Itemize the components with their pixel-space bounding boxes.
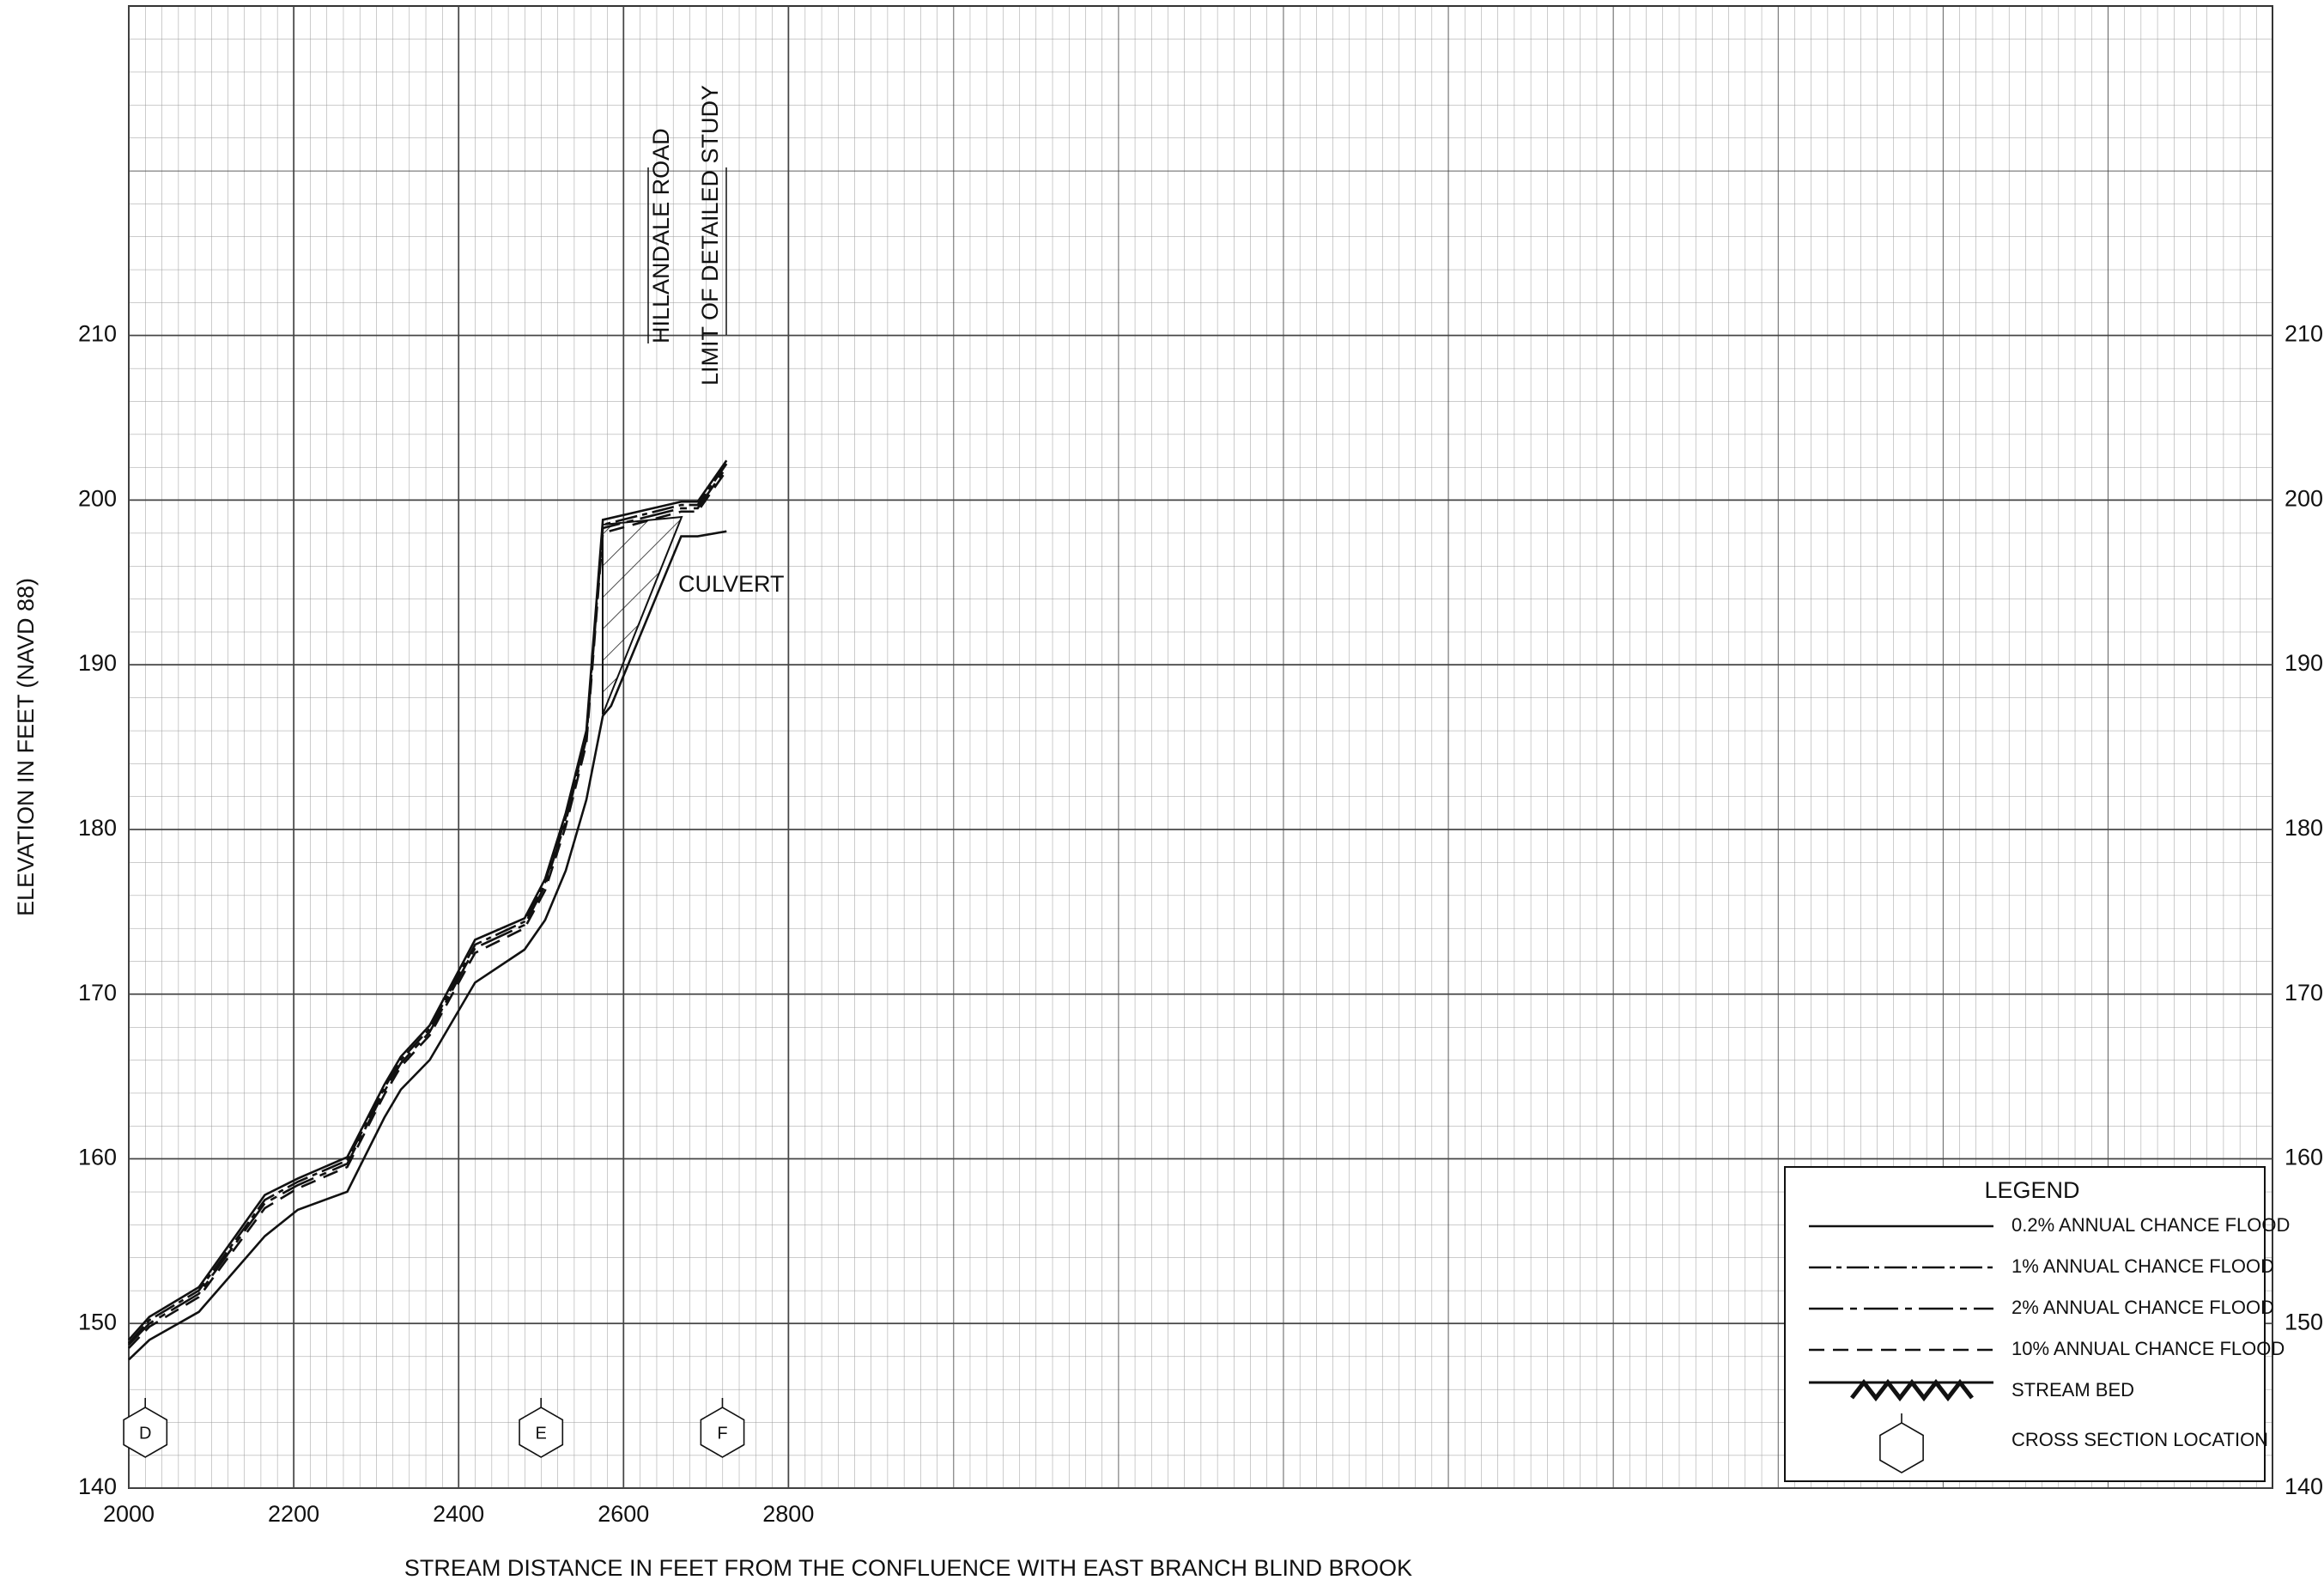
culvert-annotation: CULVERT [678,571,785,597]
cross-section-marker [123,1407,168,1458]
limit-annotation: LIMIT OF DETAILED STUDY [697,85,723,386]
cross-section-label: E [536,1424,547,1443]
legend-label: CROSS SECTION LOCATION [2012,1429,2268,1450]
flood-profile [128,463,728,1345]
legend-label: 1% ANNUAL CHANCE FLOOD [2012,1255,2274,1277]
x-tick-label: 2600 [598,1501,649,1527]
x-tick-label: 2000 [103,1501,155,1527]
legend-title: LEGEND [1984,1177,2079,1203]
x-tick-label: 2200 [268,1501,319,1527]
y-tick-label: 210 [78,321,117,347]
legend-label: 0.2% ANNUAL CHANCE FLOOD [2012,1214,2290,1236]
x-axis-label: STREAM DISTANCE IN FEET FROM THE CONFLUE… [404,1555,1412,1581]
flood-profile [128,466,728,1346]
y-tick-label: 160 [78,1145,117,1170]
y-tick-label: 140 [78,1474,117,1499]
y-tick-label: 200 [78,485,117,511]
y-tick-label-right: 160 [2285,1145,2323,1170]
cross-section-label: F [717,1424,727,1443]
legend-swatch-bed [1850,1378,1974,1402]
y-tick-label-right: 150 [2285,1309,2323,1334]
flood-profile [128,459,728,1341]
legend-label: 10% ANNUAL CHANCE FLOOD [2012,1338,2285,1359]
y-axis-label: ELEVATION IN FEET (NAVD 88) [13,578,39,916]
legend-label: STREAM BED [2012,1379,2134,1401]
road-annotation: HILLANDALE ROAD [648,128,674,343]
legend-cross-section [1879,1422,1924,1474]
y-tick-label-right: 140 [2285,1474,2323,1499]
y-tick-label: 170 [78,980,117,1006]
y-tick-label-right: 170 [2285,980,2323,1006]
legend-box [1784,1166,2266,1482]
grid-lines [128,6,2272,1489]
flood-profile [128,530,727,1361]
x-tick-label: 2400 [433,1501,484,1527]
cross-section-marker [519,1407,564,1458]
legend: LEGEND 0.2% ANNUAL CHANCE FLOOD 1% ANNUAL… [1784,1166,2290,1482]
legend-label: 2% ANNUAL CHANCE FLOOD [2012,1297,2274,1318]
flood-profile [128,470,728,1349]
y-tick-label-right: 210 [2285,321,2323,347]
culvert [602,515,683,715]
plot-area [128,459,728,1361]
y-tick-label-right: 180 [2285,815,2323,841]
y-tick-label-right: 190 [2285,650,2323,676]
cross-section-marker [700,1407,745,1458]
y-tick-label: 150 [78,1309,117,1334]
y-tick-label-right: 200 [2285,485,2323,511]
y-tick-label: 180 [78,815,117,841]
x-tick-label: 2800 [762,1501,814,1527]
cross-section-label: D [139,1424,151,1443]
y-tick-label: 190 [78,650,117,676]
